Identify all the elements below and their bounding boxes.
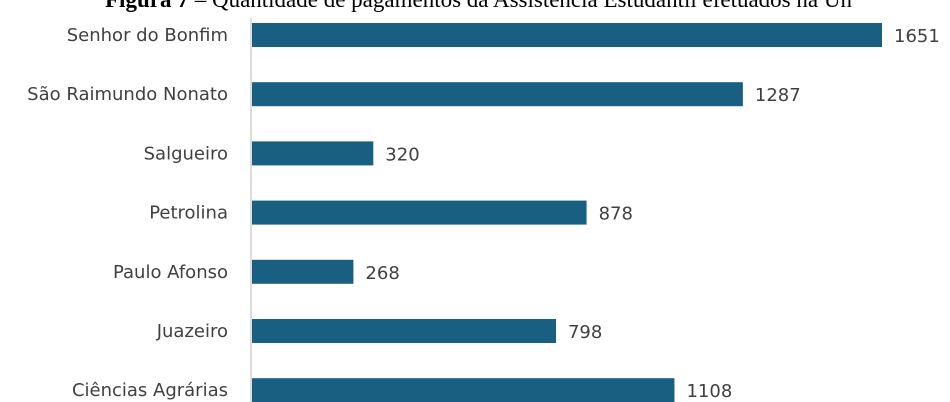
value-label: 1287: [755, 85, 801, 106]
category-label: Ciências Agrárias: [72, 380, 228, 401]
category-label: Juazeiro: [156, 321, 228, 342]
title-text: – Quantidade de pagamentos da Assistênci…: [194, 0, 853, 12]
value-label: 320: [385, 144, 419, 165]
value-label: 268: [365, 263, 399, 284]
title-label: Figura 7: [105, 0, 189, 12]
category-label: São Raimundo Nonato: [27, 84, 228, 105]
bar: [252, 259, 354, 284]
chart-title: Figura 7 – Quantidade de pagamentos da As…: [105, 0, 852, 12]
value-label: 1108: [686, 381, 732, 402]
bar: [252, 200, 587, 225]
category-label: Paulo Afonso: [113, 262, 228, 283]
value-label: 878: [599, 204, 633, 225]
bar: [252, 319, 556, 343]
bar: [252, 378, 675, 402]
bar: [252, 23, 882, 47]
category-label: Petrolina: [149, 203, 228, 224]
bar: [252, 82, 743, 107]
category-label: Senhor do Bonfim: [67, 25, 228, 46]
category-label: Salgueiro: [144, 143, 228, 164]
value-label: 1651: [894, 26, 940, 47]
value-label: 798: [568, 322, 602, 343]
bar: [252, 141, 374, 166]
